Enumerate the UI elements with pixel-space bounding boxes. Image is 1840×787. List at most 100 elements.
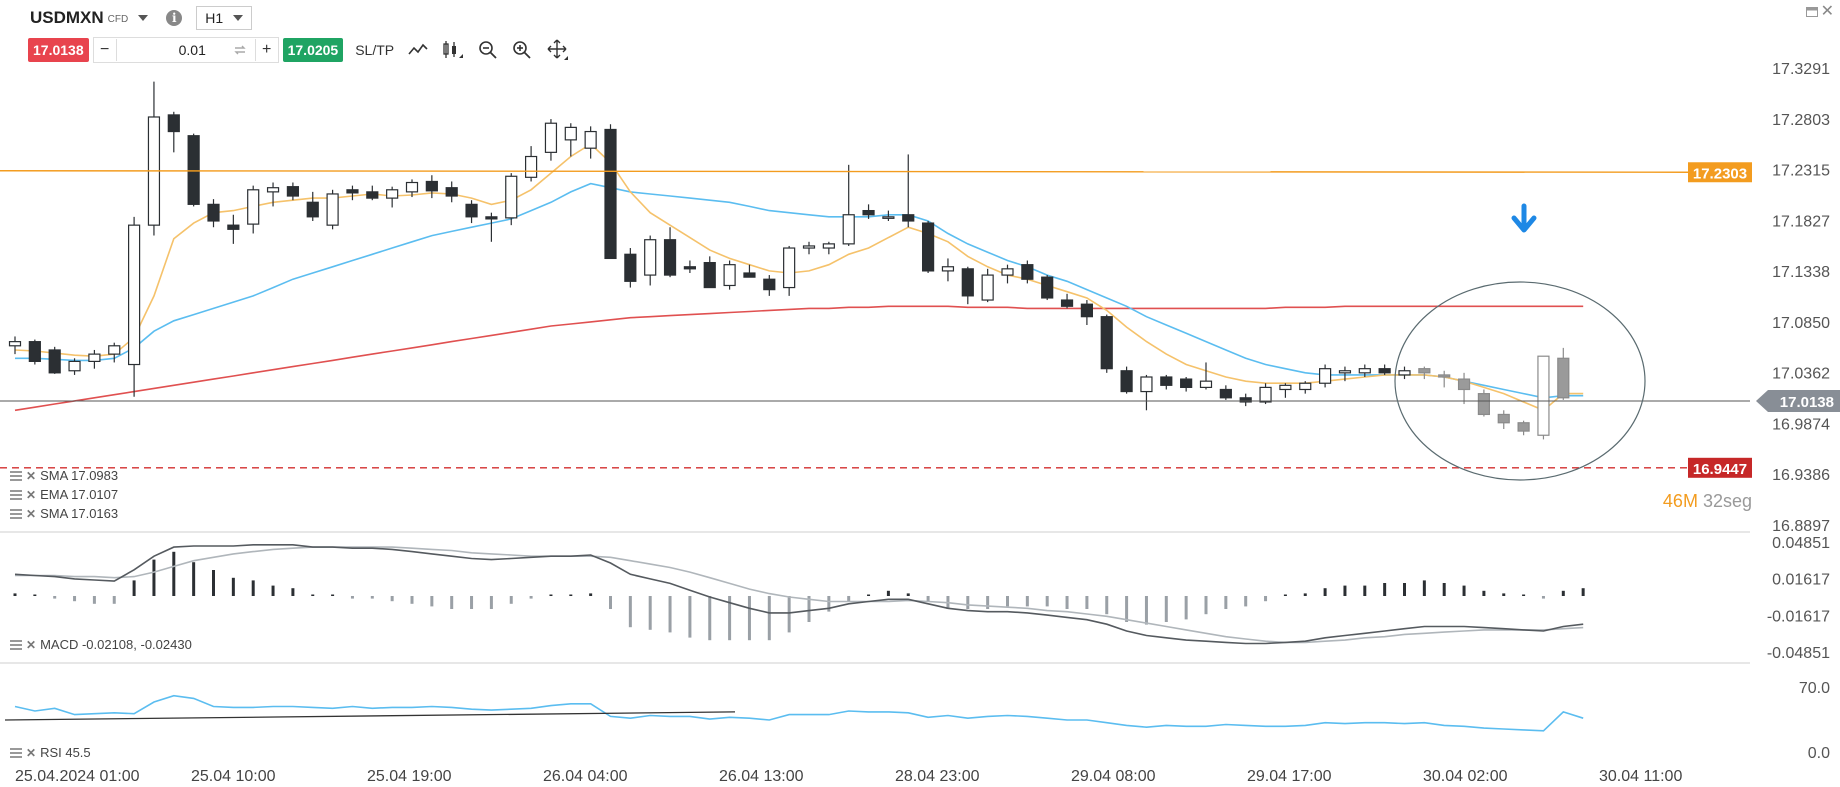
macd-tick-label: -0.01617 xyxy=(1767,608,1830,625)
candle-body xyxy=(683,266,697,270)
macd-histogram-bar xyxy=(886,590,890,596)
time-tick-label: 26.04 04:00 xyxy=(543,768,628,785)
candle-body xyxy=(862,209,875,216)
candle-body xyxy=(128,224,141,366)
candle-body xyxy=(1378,368,1391,374)
minimize-icon[interactable] xyxy=(1806,4,1818,20)
repeat-icon[interactable] xyxy=(233,44,247,56)
candle-body xyxy=(981,274,994,301)
timer-minutes: 46M xyxy=(1662,491,1698,511)
menu-icon[interactable] xyxy=(10,508,22,519)
candle-body xyxy=(1557,357,1570,399)
legend-sma-slow[interactable]: ✕ SMA 17.0163 xyxy=(10,506,118,521)
macd-histogram-bar xyxy=(1462,585,1466,596)
highlight-circle xyxy=(1394,281,1646,481)
rsi-line xyxy=(14,694,1584,732)
candle-body xyxy=(266,187,280,193)
price-tick-label: 17.2803 xyxy=(1772,112,1830,129)
macd-histogram-bar xyxy=(251,580,255,596)
candle-body xyxy=(445,187,458,197)
remove-icon[interactable]: ✕ xyxy=(26,637,37,652)
candle-body xyxy=(1001,268,1014,276)
menu-icon[interactable] xyxy=(10,747,22,758)
legend-macd[interactable]: ✕ MACD -0.02108, -0.02430 xyxy=(10,637,192,652)
timeframe-select[interactable]: H1 xyxy=(196,6,253,30)
time-tick-label: 25.04.2024 01:00 xyxy=(15,768,140,785)
symbol-label[interactable]: USDMXN xyxy=(30,8,104,27)
macd-tick-label: -0.04851 xyxy=(1767,645,1830,662)
macd-histogram-bar xyxy=(1403,583,1406,596)
candle-body xyxy=(564,126,577,141)
menu-icon[interactable] xyxy=(10,489,22,500)
macd-histogram-bar xyxy=(291,588,295,596)
macd-histogram-bar xyxy=(1204,596,1208,615)
candles-icon[interactable] xyxy=(442,40,464,60)
line-chart-icon[interactable] xyxy=(408,42,428,58)
macd-histogram-bar xyxy=(787,596,791,633)
macd-histogram-bar xyxy=(1383,583,1387,596)
quantity-input[interactable]: 0.01 xyxy=(115,39,256,61)
zoom-in-icon[interactable] xyxy=(512,40,532,60)
candle-body xyxy=(306,201,319,218)
close-icon[interactable]: ✕ xyxy=(1820,3,1834,20)
macd-histogram-bar xyxy=(1244,596,1248,607)
instrument-type-label: CFD xyxy=(107,14,129,25)
current-price-tag-bg xyxy=(1756,390,1840,412)
sltp-button[interactable]: SL/TP xyxy=(355,42,395,58)
legend-ema[interactable]: ✕ EMA 17.0107 xyxy=(10,487,118,502)
legend-rsi[interactable]: ✕ RSI 45.5 xyxy=(10,745,91,760)
resistance-price-tag-bg xyxy=(1688,162,1752,183)
candle-body xyxy=(802,245,816,249)
candle-body xyxy=(941,266,955,272)
remove-icon[interactable]: ✕ xyxy=(26,506,37,521)
candle-body xyxy=(227,224,240,230)
quantity-plus-button[interactable]: + xyxy=(261,41,272,58)
remove-icon[interactable]: ✕ xyxy=(26,487,37,502)
price-tick-label: 17.3291 xyxy=(1772,61,1830,78)
macd-histogram-bar xyxy=(1164,596,1168,622)
macd-histogram-bar xyxy=(450,596,454,609)
candle-body xyxy=(1299,382,1312,391)
price-tick-label: 16.9874 xyxy=(1772,416,1830,433)
buy-price-button[interactable]: 17.0205 xyxy=(282,38,344,62)
legend-rsi-label: RSI 45.5 xyxy=(40,745,91,760)
candle-body xyxy=(604,128,617,260)
legend-sma-fast[interactable]: ✕ SMA 17.0983 xyxy=(10,468,118,483)
macd-histogram-bar xyxy=(549,594,553,596)
zoom-out-icon[interactable] xyxy=(478,40,498,60)
remove-icon[interactable]: ✕ xyxy=(26,468,37,483)
macd-histogram-bar xyxy=(1343,585,1347,596)
macd-histogram-bar xyxy=(1303,593,1307,596)
macd-line xyxy=(14,543,1584,645)
macd-histogram-bar xyxy=(827,596,831,612)
symbol-dropdown-icon[interactable] xyxy=(138,15,149,21)
price-tick-label: 16.9386 xyxy=(1772,467,1830,484)
candle-body xyxy=(1199,380,1213,389)
candle-body xyxy=(1477,393,1491,416)
candle-body xyxy=(1418,368,1431,374)
macd-histogram-bar xyxy=(1283,594,1287,596)
candle-body xyxy=(1041,276,1054,299)
candle-body xyxy=(921,222,935,272)
candle-body xyxy=(723,264,736,287)
move-icon[interactable] xyxy=(546,39,569,61)
quantity-stepper[interactable]: − 0.01 + xyxy=(92,37,279,63)
candle-body xyxy=(1219,388,1232,399)
macd-signal-line xyxy=(15,546,1584,644)
candle-body xyxy=(961,268,974,297)
macd-histogram-bar xyxy=(331,594,335,596)
candle-body xyxy=(1021,264,1034,280)
menu-icon[interactable] xyxy=(10,639,22,650)
info-icon[interactable]: i xyxy=(166,10,183,26)
candle-body xyxy=(425,180,438,192)
support-price-tag-bg xyxy=(1688,457,1752,478)
sell-price-button[interactable]: 17.0138 xyxy=(28,38,89,62)
remove-icon[interactable]: ✕ xyxy=(26,745,37,760)
time-tick-label: 29.04 17:00 xyxy=(1247,768,1332,785)
macd-histogram-bar xyxy=(569,594,573,596)
candle-body xyxy=(247,189,260,225)
candle-body xyxy=(1239,397,1252,403)
quantity-minus-button[interactable]: − xyxy=(99,41,110,58)
menu-icon[interactable] xyxy=(10,470,22,481)
